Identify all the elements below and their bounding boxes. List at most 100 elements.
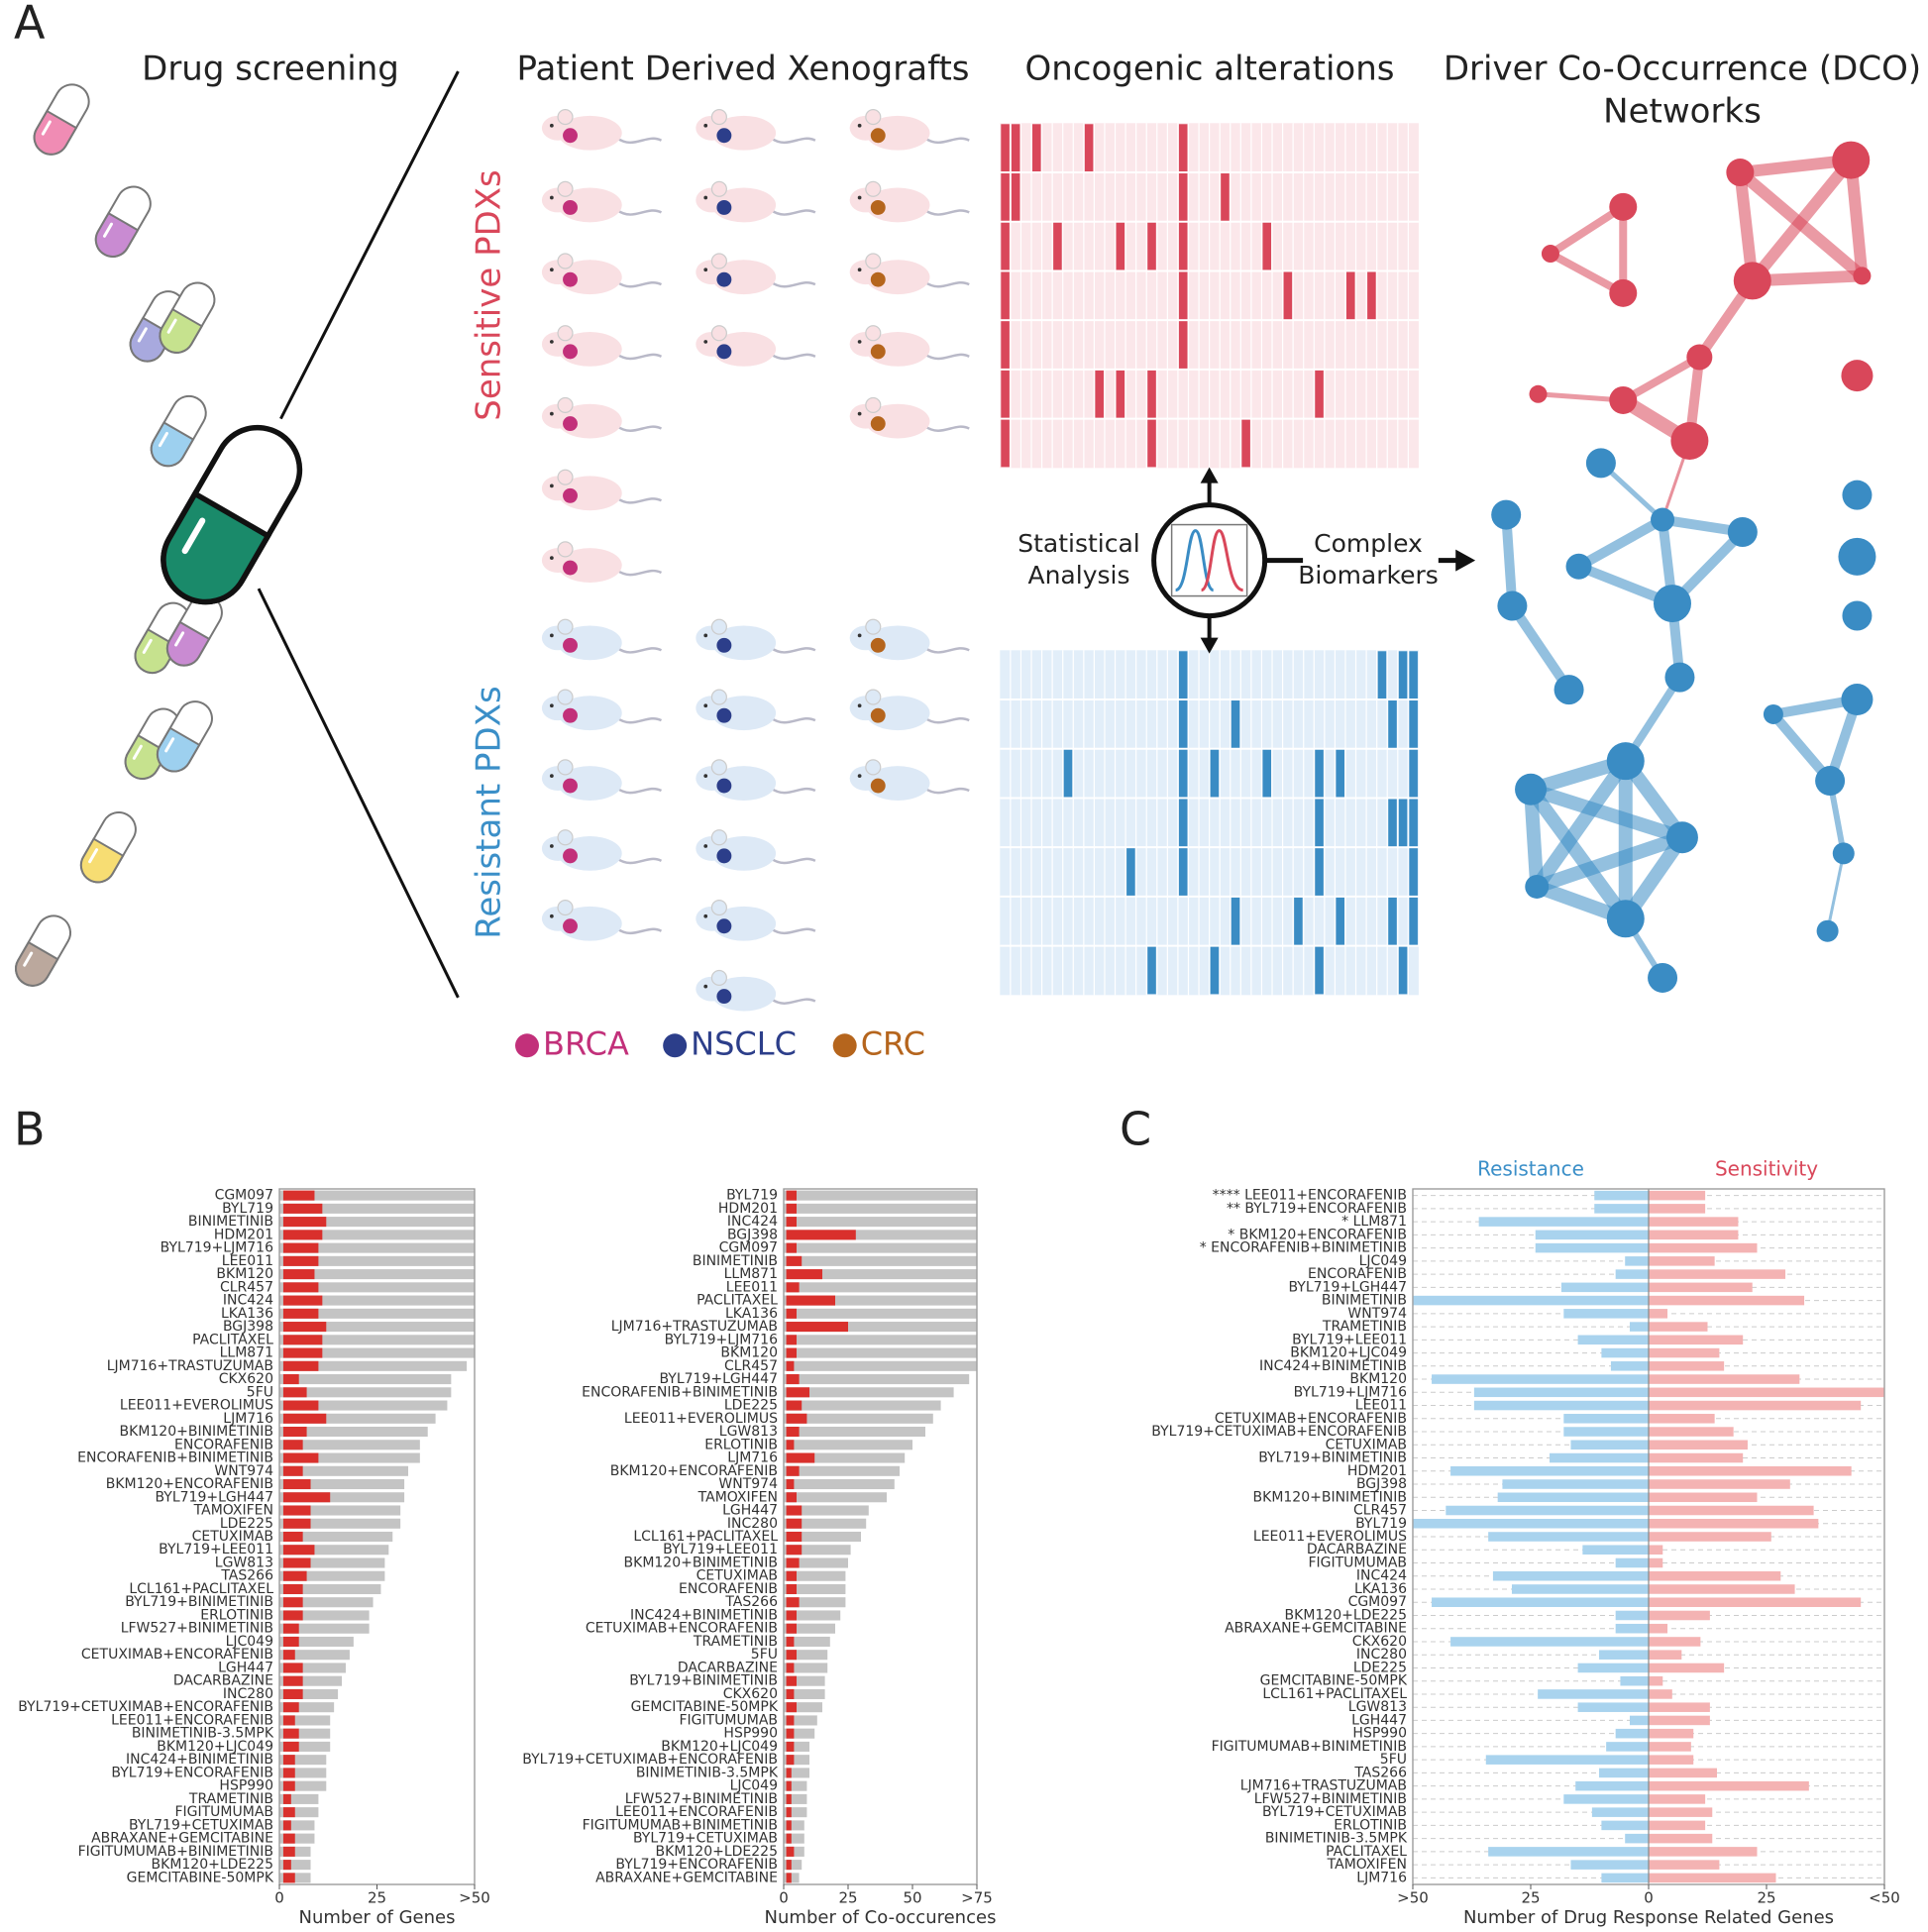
range-bar [784, 1610, 841, 1621]
range-bar [279, 1741, 331, 1752]
mouse [696, 969, 816, 1012]
box [786, 1492, 797, 1503]
range-bar [279, 1335, 475, 1345]
mouse-tail [923, 646, 970, 654]
box [282, 1570, 307, 1581]
network-node [1609, 385, 1638, 414]
pill [150, 394, 207, 468]
category-label: INC424+BINIMETINIB [126, 1752, 273, 1768]
x-tick-label: >75 [961, 1889, 993, 1907]
category-label: BINIMETINIB-3.5MPK [1265, 1831, 1408, 1847]
alteration-cell [1398, 799, 1408, 847]
range-bar [784, 1675, 825, 1686]
network-node [1816, 919, 1839, 942]
range-bar [279, 1688, 339, 1699]
category-label: GEMCITABINE-50MPK [631, 1699, 779, 1715]
legend-label: NSCLC [691, 1024, 797, 1062]
range-bar [279, 1440, 420, 1450]
mouse [849, 396, 970, 439]
pill-half [94, 211, 140, 258]
box [786, 1282, 800, 1293]
pill-shine [166, 318, 177, 334]
mouse-tail [923, 716, 970, 724]
category-label: ERLOTINIB [704, 1437, 778, 1452]
tumor [870, 416, 886, 432]
mouse-eye [857, 411, 862, 416]
mouse [696, 109, 816, 151]
mouse-eye [857, 195, 862, 200]
box [282, 1768, 295, 1778]
mouse-eye [703, 703, 708, 708]
alteration-cell [1178, 321, 1188, 369]
category-label: LGW813 [1348, 1699, 1407, 1715]
bar [1606, 1742, 1649, 1752]
range-bar [279, 1413, 436, 1424]
bar [1649, 1217, 1739, 1227]
mouse [541, 469, 663, 511]
box [282, 1688, 303, 1699]
pill-half [134, 628, 179, 675]
mouse-tail [923, 787, 970, 795]
tumor [870, 271, 886, 287]
box [786, 1650, 797, 1661]
box [786, 1860, 792, 1871]
category-label: FIGITUMUMAB+BINIMETINIB [78, 1844, 273, 1860]
mouse-eye [857, 774, 862, 778]
alteration-cell [1001, 271, 1010, 320]
category-label: BKM120+BINIMETINIB [624, 1555, 778, 1570]
bar [1649, 1452, 1744, 1463]
bar [1649, 1204, 1706, 1214]
box [786, 1793, 792, 1804]
box [282, 1741, 299, 1752]
bar [1577, 1702, 1649, 1712]
bar [1535, 1230, 1649, 1240]
x-axis-title: Number of Genes [299, 1907, 456, 1928]
box [282, 1347, 323, 1358]
pill [159, 281, 216, 354]
category-label: INC280 [727, 1516, 778, 1532]
category-label: FIGITUMUMAB+BINIMETINIB [583, 1817, 778, 1833]
box [282, 1440, 303, 1450]
box [786, 1557, 800, 1568]
category-label: CETUXIMAB [1326, 1437, 1407, 1452]
network-node [1841, 684, 1874, 716]
range-bar [784, 1557, 848, 1568]
network-node [1609, 278, 1638, 307]
category-label: LEE011+ENCORAFENIB [615, 1804, 778, 1820]
bar [1649, 1702, 1710, 1712]
pill-shine [41, 120, 52, 136]
box [786, 1820, 792, 1831]
range-bar [784, 1518, 867, 1529]
legend-swatch [663, 1033, 688, 1058]
range-bar [279, 1203, 475, 1214]
box [282, 1230, 323, 1240]
range-bar [279, 1623, 370, 1634]
category-label: LGW813 [719, 1424, 778, 1440]
tumor [563, 707, 578, 723]
mouse [696, 900, 816, 941]
box [282, 1242, 319, 1253]
category-label: BGJ398 [223, 1319, 273, 1335]
range-bar [279, 1768, 327, 1778]
bar [1615, 1728, 1649, 1739]
pill [15, 914, 72, 987]
range-bar [784, 1833, 804, 1844]
mouse-tail [770, 787, 816, 795]
category-label: BYL719+CETUXIMAB [633, 1831, 778, 1847]
box [282, 1728, 299, 1739]
box [282, 1663, 303, 1673]
category-label: CKX620 [723, 1686, 778, 1702]
mouse-eye [703, 123, 708, 128]
mouse-tail [770, 353, 816, 361]
network-edge [1501, 509, 1518, 611]
alteration-cell [1063, 749, 1073, 798]
category-label: FIGITUMUMAB [679, 1712, 778, 1728]
box [786, 1217, 797, 1228]
mouse-tail [616, 716, 663, 724]
mouse-ear [557, 759, 574, 776]
box [786, 1636, 795, 1647]
bar [1649, 1387, 1884, 1398]
alteration-cell [1095, 370, 1104, 418]
category-label: ABRAXANE+GEMCITABINE [595, 1870, 778, 1885]
network-edge [1845, 154, 1869, 282]
